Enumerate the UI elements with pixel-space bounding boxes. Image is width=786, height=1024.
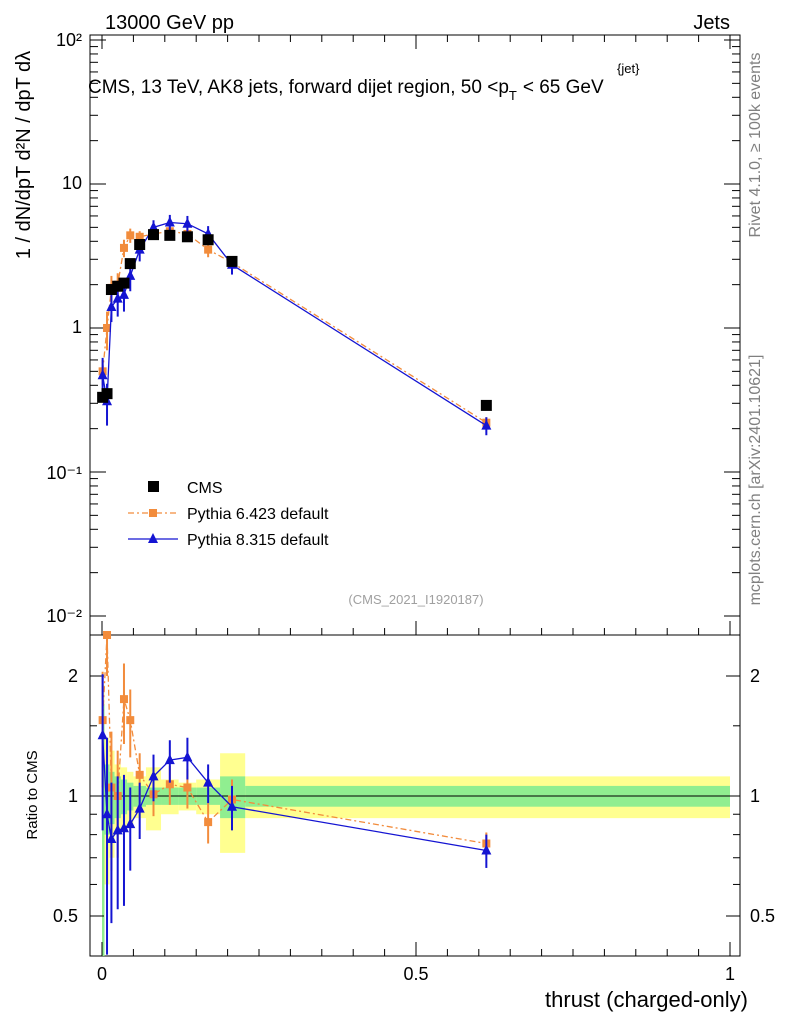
ratio-ytick-label-1-right: 1 [750, 786, 760, 806]
legend-label-py6: Pythia 6.423 default [187, 506, 329, 523]
main-py8-point [148, 221, 159, 232]
ratio-py8-point [125, 818, 136, 829]
data-marks [97, 214, 492, 955]
ytick-label-100: 10² [56, 30, 82, 50]
main-cms-point [480, 399, 492, 411]
legend-marker-cms [148, 481, 159, 492]
main-title-end: < 65 GeV [523, 77, 604, 98]
ratio-py6-point [183, 783, 192, 792]
legend-marker-py6 [149, 509, 157, 517]
legend-marker-py8 [148, 533, 158, 543]
main-title-sub: T [509, 88, 517, 103]
axis-ticks [90, 35, 740, 956]
ratio-py8-point [182, 751, 193, 762]
analysis-tag: (CMS_2021_I1920187) [348, 592, 483, 607]
main-py6-point [103, 324, 112, 332]
rivet-label: Rivet 4.1.0, ≥ 100k events [747, 53, 764, 238]
ratio-py8-point [203, 776, 214, 787]
xtick-label-0: 0 [97, 964, 107, 984]
ytick-label-1e-2: 10⁻² [46, 606, 82, 626]
main-cms-point [134, 239, 146, 251]
ratio-py6-point [204, 818, 213, 827]
legend: CMS Pythia 6.423 default Pythia 8.315 de… [128, 480, 329, 549]
main-py8-point [112, 292, 123, 303]
ratio-py8-point [97, 729, 108, 740]
ratio-py8-point [164, 754, 175, 765]
main-py8-point [106, 300, 117, 311]
main-py6-point [204, 245, 213, 254]
header-left: 13000 GeV pp [105, 12, 234, 34]
main-cms-point [105, 284, 117, 296]
ratio-py6-point [119, 695, 128, 704]
main-cms-point [226, 255, 238, 267]
ytick-label-1e-1: 10⁻¹ [46, 463, 82, 483]
main-ylabel: 1 / dN/dpT d²N / dpT dλ [13, 51, 35, 259]
main-cms-point [202, 234, 214, 246]
ytick-label-10: 10 [62, 173, 82, 193]
main-cms-point [181, 231, 193, 243]
ratio-ytick-label-0.5: 0.5 [53, 906, 78, 926]
main-title: CMS, 13 TeV, AK8 jets, forward dijet reg… [88, 77, 604, 103]
x-axis-label: thrust (charged-only) [545, 987, 748, 1012]
ratio-py6-point [165, 780, 174, 789]
ratio-uncertainty-bands [90, 684, 740, 956]
main-cms-point [147, 229, 159, 241]
main-cms-point [118, 277, 130, 289]
ratio-py8-point [134, 802, 145, 813]
main-py6-point [135, 232, 144, 241]
main-cms-point [112, 280, 124, 292]
ratio-ytick-label-2-right: 2 [750, 666, 760, 686]
ratio-ytick-label-2: 2 [68, 666, 78, 686]
legend-label-cms: CMS [187, 480, 223, 497]
main-py6-line [101, 230, 487, 424]
ratio-py8-point [118, 822, 129, 833]
ratio-py6-point [103, 631, 112, 639]
main-title-sup: {jet} [617, 61, 640, 76]
main-py8-point [164, 216, 175, 227]
legend-label-py8: Pythia 8.315 default [187, 532, 329, 549]
ratio-py8-point [226, 800, 237, 811]
xtick-label-1: 1 [725, 964, 735, 984]
ratio-ytick-label-0.5-right: 0.5 [750, 906, 775, 926]
main-cms-point [164, 229, 176, 241]
main-py8-point [481, 419, 492, 430]
main-py8-point [97, 369, 108, 380]
main-cms-point [124, 258, 136, 270]
ratio-py8-point [481, 844, 492, 855]
main-py8-point [182, 217, 193, 228]
ratio-py6-point [135, 770, 144, 779]
main-py8-line [101, 221, 487, 427]
main-py6-point [126, 231, 135, 240]
main-py8-point [118, 288, 129, 299]
ratio-ytick-label-1: 1 [68, 786, 78, 806]
mcplots-label: mcplots.cern.ch [arXiv:2401.10621] [747, 355, 764, 606]
ratio-py8-point [148, 770, 159, 781]
main-py6-point [119, 243, 128, 252]
ratio-py8-point [102, 808, 113, 819]
main-title-text: CMS, 13 TeV, AK8 jets, forward dijet reg… [88, 77, 509, 98]
ytick-label-1: 1 [72, 317, 82, 337]
header-right: Jets [693, 12, 730, 34]
ratio-py8-point [106, 833, 117, 844]
xtick-label-0.5: 0.5 [403, 964, 428, 984]
main-py8-point [125, 269, 136, 280]
ratio-py6-point [126, 716, 135, 725]
ratio-ylabel: Ratio to CMS [24, 750, 41, 839]
main-cms-point [101, 388, 113, 400]
